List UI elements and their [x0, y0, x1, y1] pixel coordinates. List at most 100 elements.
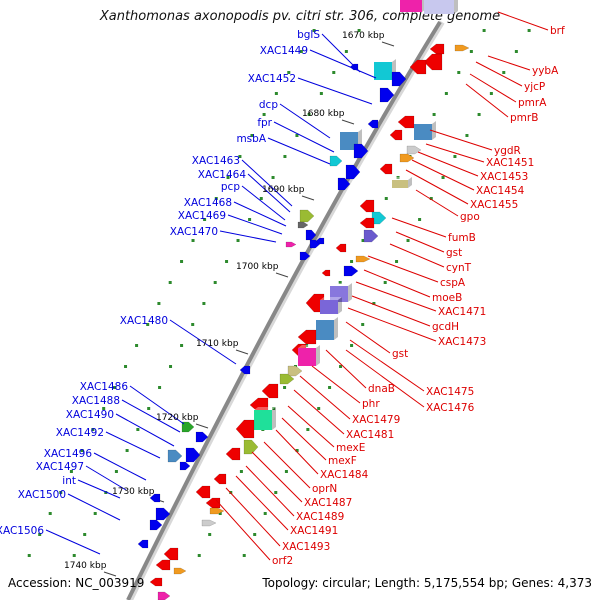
gene-label-right: XAC1471 — [438, 306, 486, 318]
label-leader-right — [465, 83, 509, 118]
gene-feature-right-top — [254, 407, 276, 410]
gene-feature-right — [397, 115, 415, 129]
gene-feature-right — [195, 485, 211, 499]
gene-feature-left — [337, 177, 351, 191]
gene-feature-right — [287, 365, 303, 377]
label-leader-right — [345, 349, 425, 408]
track-tick — [72, 554, 76, 557]
gene-label-right: yybA — [532, 65, 559, 77]
gene-label-left: XAC1488 — [72, 395, 120, 407]
gene-label-left: XAC1470 — [170, 226, 218, 238]
gene-feature-right — [343, 265, 359, 277]
gene-feature-left — [299, 209, 315, 223]
position-marker: 1670 kbp — [342, 31, 385, 41]
track-tick — [441, 176, 445, 179]
label-layer: 1670 kbp 1680 kbp 1690 kbp 1700 kbp 1710 kbp… — [0, 25, 565, 571]
gene-feature-left — [305, 229, 317, 241]
track-tick — [124, 365, 128, 368]
position-marker-tick — [381, 41, 395, 47]
label-leader-right — [263, 441, 311, 489]
gene-feature-left — [137, 539, 149, 549]
gene-label-right: yjcP — [524, 81, 545, 93]
gene-label-left: XAC1506 — [0, 525, 44, 537]
label-leader-right — [415, 189, 459, 217]
track-tick — [357, 29, 361, 32]
track-tick — [197, 554, 201, 557]
label-leader-left — [121, 399, 181, 433]
label-leader-left — [309, 49, 377, 79]
track-tick — [114, 470, 118, 473]
position-marker-tick — [235, 349, 249, 355]
track-tick — [239, 470, 243, 473]
gene-label-left: XAC1468 — [184, 197, 232, 209]
track-tick — [214, 197, 218, 200]
gene-feature-right — [249, 397, 269, 413]
gene-feature-left — [167, 449, 183, 463]
gene-label-right: XAC1476 — [426, 402, 475, 414]
gene-label-right: moeB — [432, 292, 462, 304]
track-tick — [527, 29, 531, 32]
gene-feature-right — [163, 547, 179, 561]
track-tick — [361, 323, 365, 326]
gene-feature-right — [379, 163, 393, 175]
track-tick — [295, 449, 299, 452]
position-marker: 1720 kbp — [156, 413, 199, 423]
track-tick — [514, 50, 518, 53]
gene-label-left: XAC1497 — [36, 461, 84, 473]
position-marker-tick — [103, 571, 117, 577]
label-leader-left — [273, 121, 335, 153]
label-line-layer — [45, 11, 549, 561]
track-tick — [350, 260, 354, 263]
track-tick — [383, 281, 387, 284]
track-tick — [104, 491, 108, 494]
gene-feature-right — [173, 567, 187, 575]
track-tick — [469, 50, 473, 53]
gene-feature-left — [195, 431, 209, 443]
track-tick — [262, 113, 266, 116]
track-tick — [307, 113, 311, 116]
track-tick — [38, 533, 42, 536]
gene-feature-left — [345, 164, 361, 180]
label-leader-right — [429, 129, 493, 151]
gene-feature-left — [367, 119, 379, 129]
gene-label-right: gst — [446, 247, 462, 259]
track-tick — [208, 533, 212, 536]
gene-feature-right — [261, 383, 279, 399]
label-leader-right — [355, 281, 437, 312]
track-tick — [102, 407, 106, 410]
track-tick — [283, 155, 287, 158]
track-tick — [284, 470, 288, 473]
position-marker-tick — [195, 423, 209, 429]
gene-feature-right — [243, 439, 259, 455]
label-leader-right — [475, 61, 523, 87]
track-tick — [169, 365, 173, 368]
genes-value: 4,373 — [557, 576, 592, 590]
gene-feature-left — [299, 251, 311, 261]
gene-feature-right — [201, 519, 217, 527]
label-leader-left — [321, 33, 361, 73]
gene-label-right: pmrA — [518, 97, 547, 109]
track-tick — [477, 113, 481, 116]
map-title: Xanthomonas axonopodis pv. citri str. 30… — [99, 9, 501, 24]
summary-footer: Topology: circular; Length: 5,175,554 bp… — [262, 576, 592, 590]
label-leader-right — [405, 169, 469, 205]
label-leader-right — [311, 365, 361, 404]
track-tick — [218, 512, 222, 515]
track-tick — [157, 302, 161, 305]
label-leader-right — [425, 143, 485, 163]
track-tick — [191, 323, 195, 326]
label-leader-right — [349, 339, 425, 392]
gene-feature-right — [225, 447, 241, 461]
label-leader-right — [487, 55, 531, 71]
gene-feature-left — [155, 507, 171, 521]
track-tick — [465, 134, 469, 137]
gene-feature-left — [315, 237, 325, 245]
track-tick — [339, 365, 343, 368]
track-tick — [158, 386, 162, 389]
gene-feature-right — [316, 320, 334, 340]
gene-feature-right-side — [316, 345, 320, 366]
gene-feature-right — [424, 0, 454, 14]
gene-feature-left — [353, 143, 369, 159]
gene-feature-right — [392, 180, 408, 188]
length-label: Length: — [374, 576, 421, 590]
